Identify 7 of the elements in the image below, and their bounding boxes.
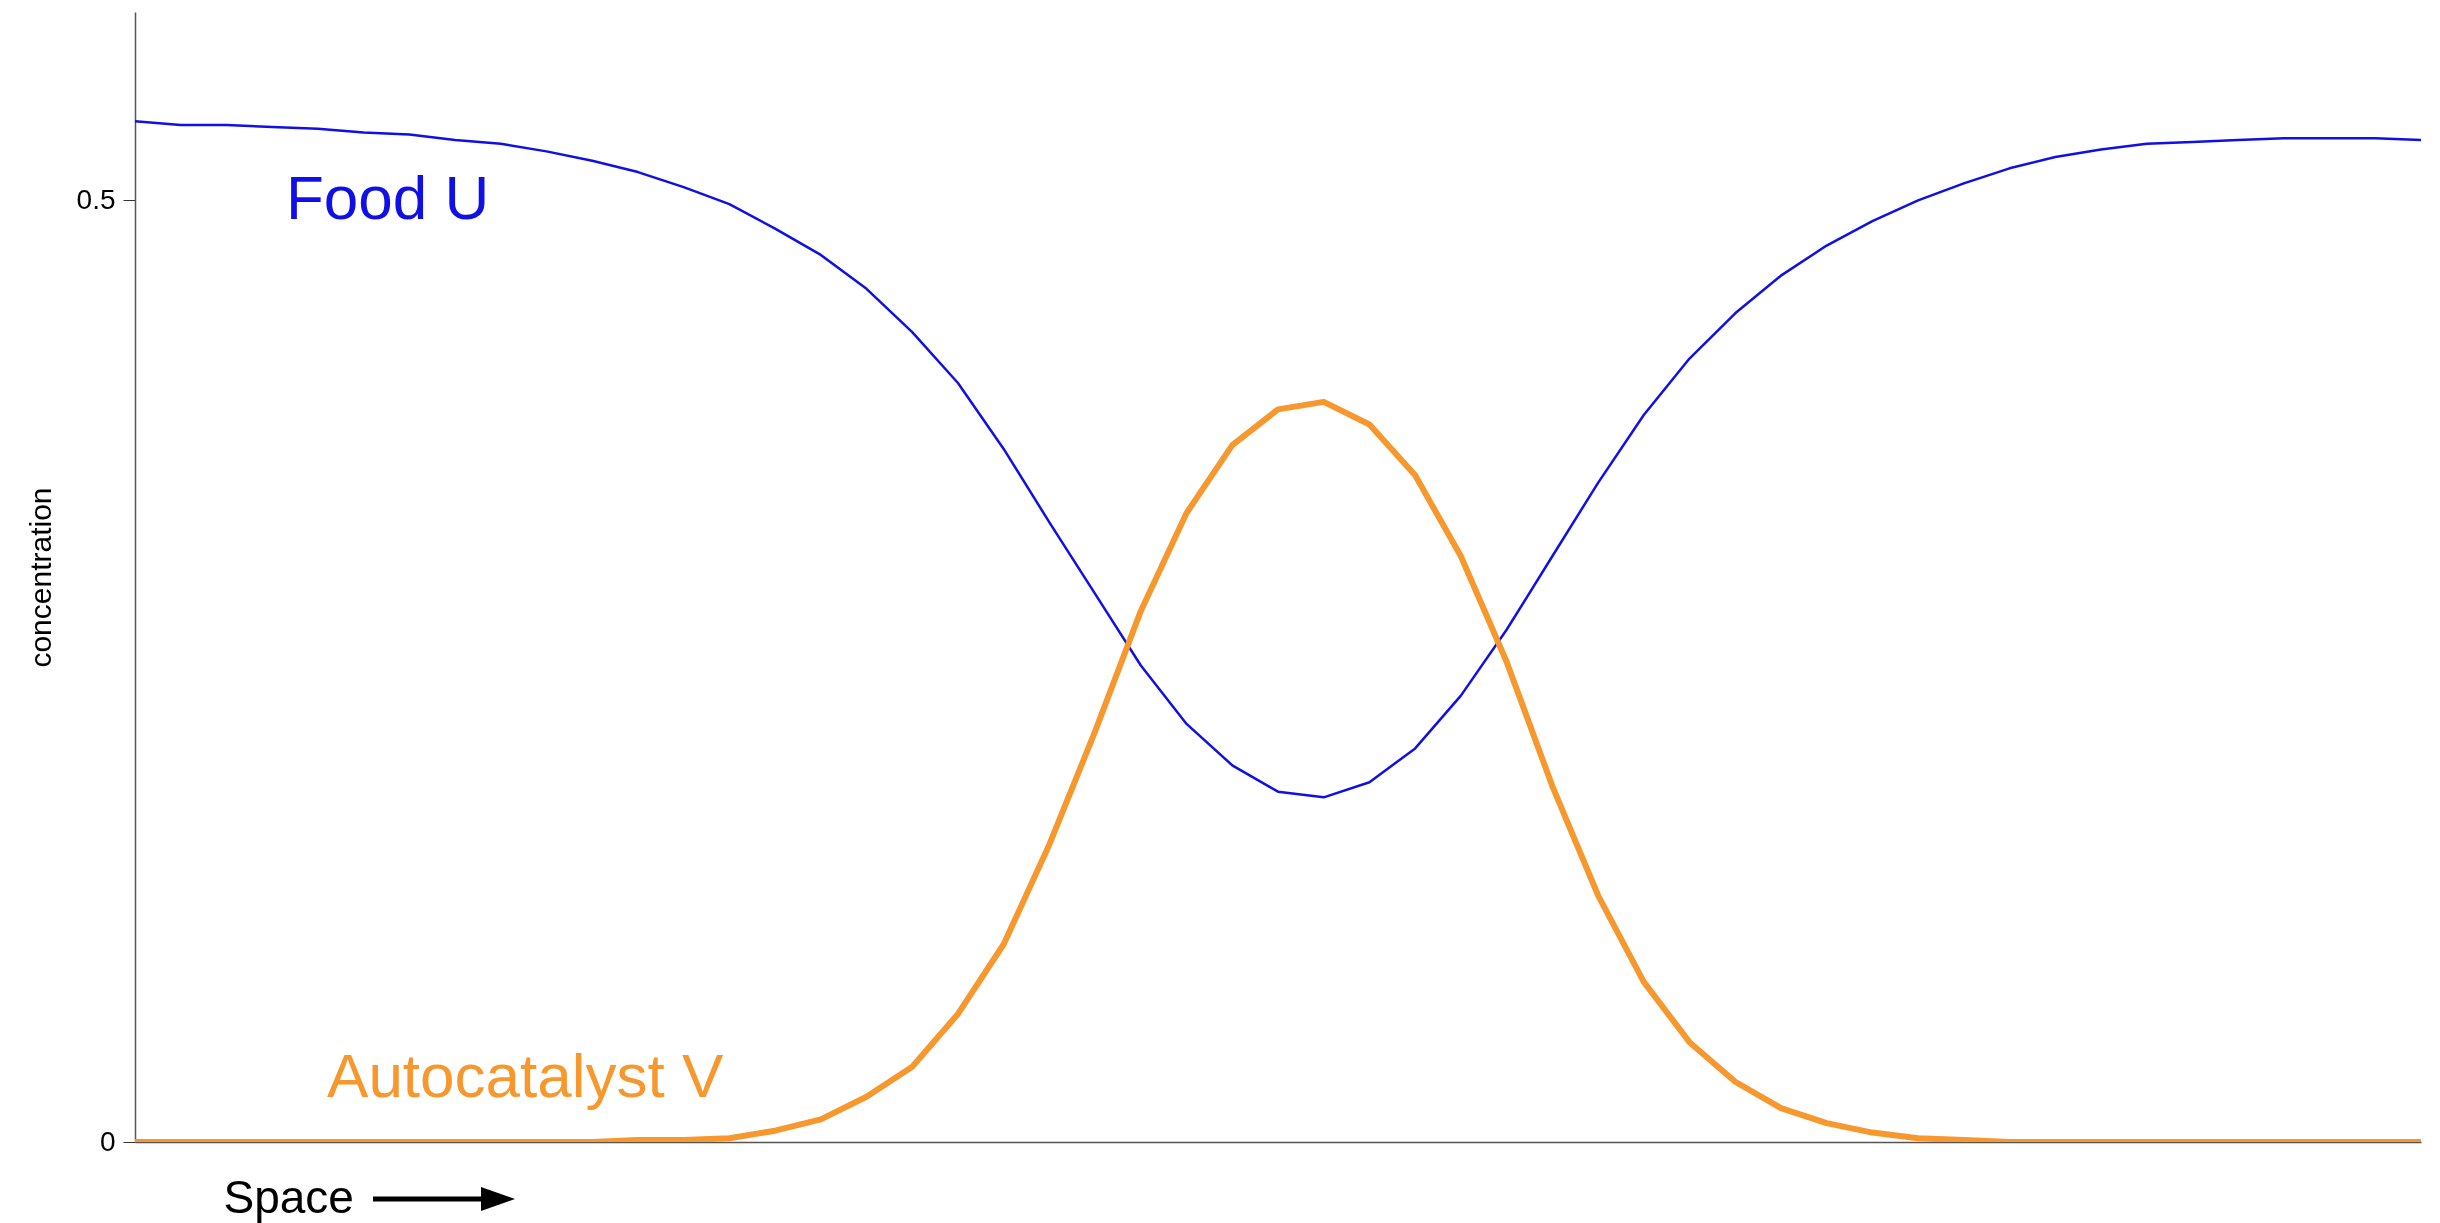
x-axis-title: Space	[223, 1170, 354, 1223]
y-tick-label: 0.5	[76, 183, 116, 215]
y-axis-title: concentration	[23, 487, 57, 668]
series-label: Food U	[285, 163, 490, 233]
series-label: Autocatalyst V	[327, 1040, 724, 1110]
line-series	[135, 119, 2421, 799]
y-tick-label: 0	[99, 1125, 116, 1157]
